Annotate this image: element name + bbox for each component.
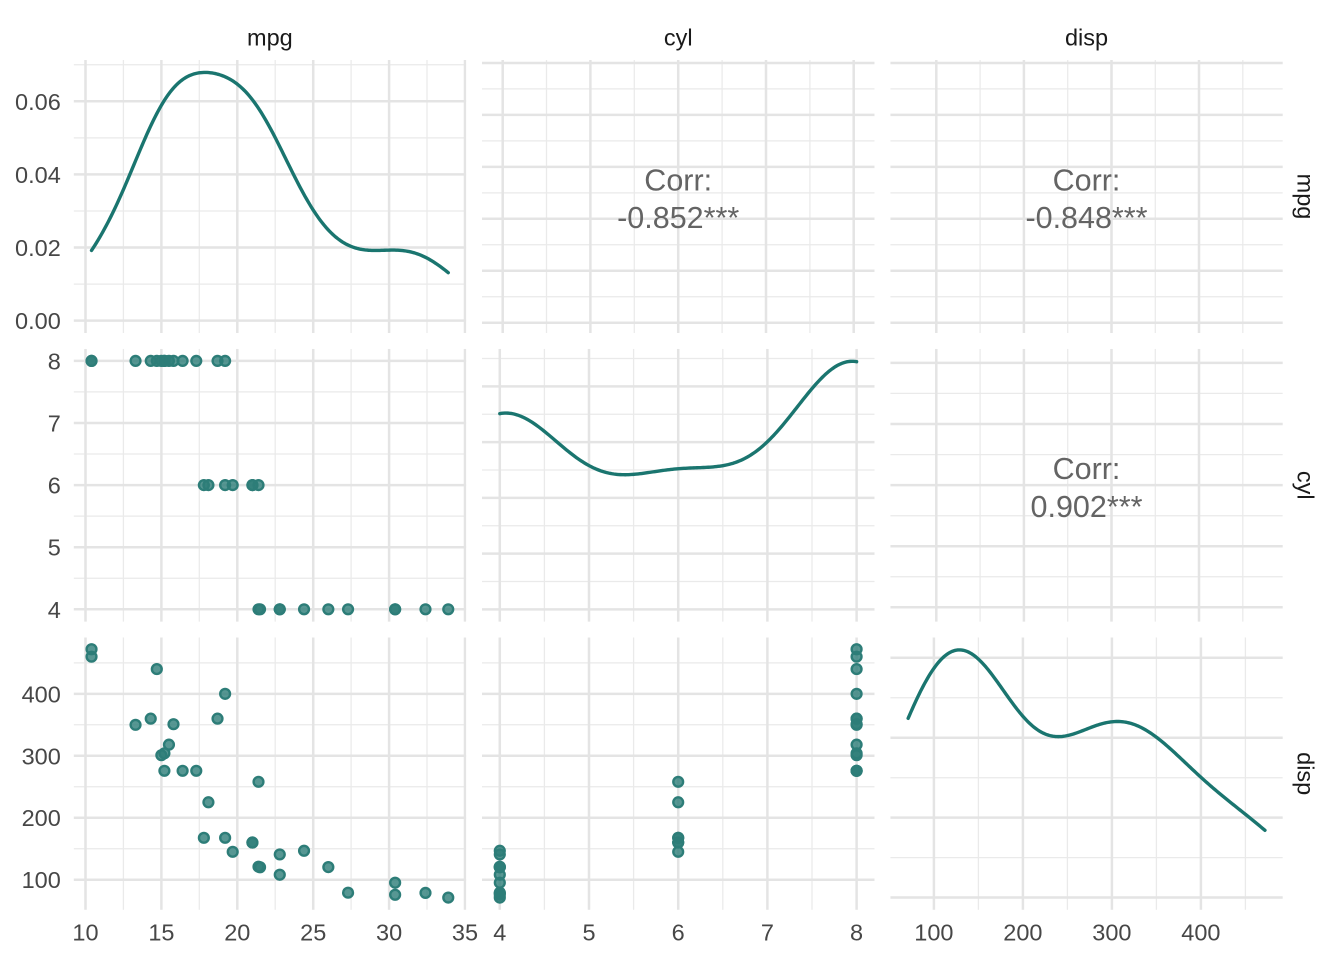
svg-text:200: 200	[22, 805, 61, 831]
svg-text:disp: disp	[1293, 752, 1319, 795]
svg-text:cyl: cyl	[1293, 471, 1319, 500]
svg-text:6: 6	[48, 473, 61, 499]
svg-text:8: 8	[48, 348, 61, 374]
svg-text:-0.848***: -0.848***	[1025, 201, 1147, 235]
svg-text:8: 8	[850, 919, 863, 945]
svg-text:0.04: 0.04	[15, 162, 61, 188]
svg-text:300: 300	[22, 743, 61, 769]
svg-text:Corr:: Corr:	[1053, 452, 1121, 486]
svg-text:25: 25	[300, 919, 326, 945]
svg-text:20: 20	[224, 919, 250, 945]
svg-text:100: 100	[22, 867, 61, 893]
svg-text:0.06: 0.06	[15, 89, 61, 115]
svg-text:35: 35	[452, 919, 478, 945]
svg-text:5: 5	[582, 919, 595, 945]
svg-text:6: 6	[672, 919, 685, 945]
svg-text:400: 400	[1181, 919, 1220, 945]
svg-text:Corr:: Corr:	[644, 163, 712, 197]
svg-text:7: 7	[48, 411, 61, 437]
svg-text:0.02: 0.02	[15, 235, 61, 261]
svg-text:Corr:: Corr:	[1053, 163, 1121, 197]
svg-text:10: 10	[72, 919, 98, 945]
svg-text:mpg: mpg	[247, 25, 293, 51]
svg-text:100: 100	[914, 919, 953, 945]
svg-text:4: 4	[48, 597, 61, 623]
svg-text:0.00: 0.00	[15, 308, 61, 334]
svg-text:mpg: mpg	[1293, 174, 1319, 220]
svg-text:300: 300	[1092, 919, 1131, 945]
svg-text:5: 5	[48, 535, 61, 561]
svg-text:30: 30	[376, 919, 402, 945]
svg-text:-0.852***: -0.852***	[617, 201, 739, 235]
svg-text:15: 15	[148, 919, 174, 945]
svg-text:0.902***: 0.902***	[1031, 490, 1143, 524]
svg-text:200: 200	[1003, 919, 1042, 945]
svg-text:400: 400	[22, 681, 61, 707]
svg-text:4: 4	[493, 919, 506, 945]
svg-text:cyl: cyl	[664, 25, 693, 51]
svg-text:disp: disp	[1065, 25, 1108, 51]
svg-text:7: 7	[761, 919, 774, 945]
